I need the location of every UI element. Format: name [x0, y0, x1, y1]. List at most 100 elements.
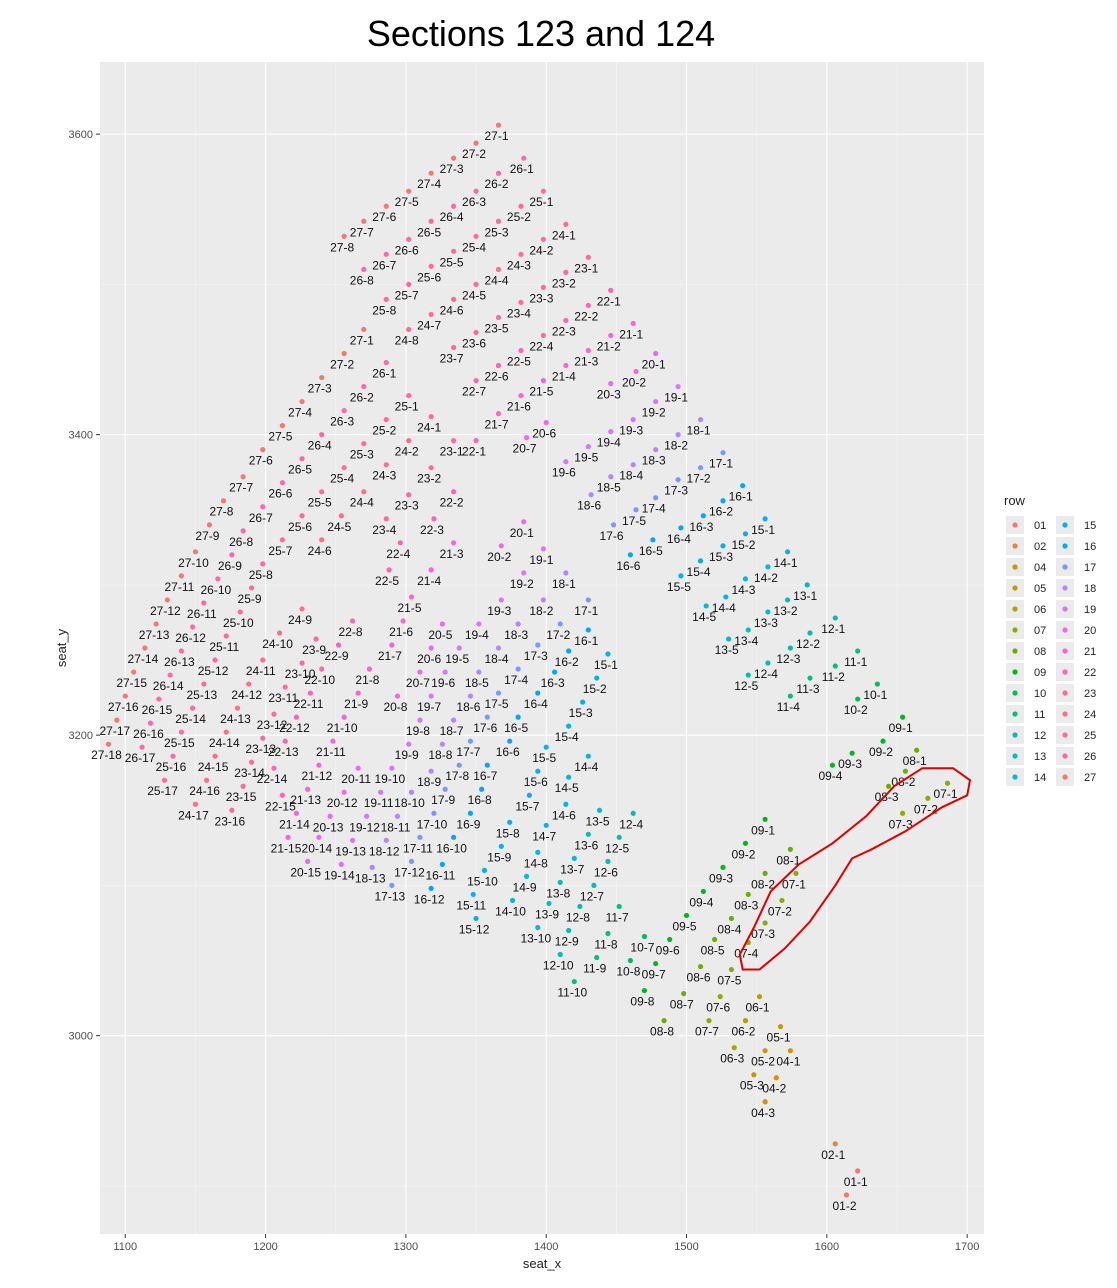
- seat-label: 25-3: [484, 225, 508, 239]
- seat-point: [476, 621, 482, 627]
- seat-label: 19-12: [349, 820, 380, 834]
- seat-label: 25-16: [156, 760, 187, 774]
- seat-point: [855, 696, 861, 702]
- seat-point: [299, 660, 305, 666]
- seat-label: 27-17: [99, 724, 130, 738]
- seat-label: 23-2: [417, 472, 441, 486]
- seat-point: [608, 429, 614, 435]
- seat-label: 24-11: [246, 664, 276, 678]
- seat-label: 16-6: [616, 559, 640, 573]
- seat-point: [473, 915, 479, 922]
- seat-point: [156, 696, 162, 702]
- seat-label: 26-3: [462, 195, 486, 209]
- seat-label: 11-3: [796, 682, 819, 696]
- legend-label: 21: [1084, 646, 1096, 658]
- seat-point: [451, 540, 457, 546]
- plot-panel: [100, 62, 984, 1234]
- seat-point: [742, 1018, 749, 1024]
- seat-label: 10-8: [616, 965, 640, 979]
- seat-point: [428, 768, 434, 774]
- seat-point: [543, 420, 549, 426]
- seat-point: [745, 627, 751, 633]
- seat-label: 27-8: [209, 505, 233, 519]
- seat-point: [319, 432, 325, 438]
- seat-label: 27-8: [330, 240, 354, 254]
- seat-label: 21-1: [619, 327, 643, 341]
- seat-label: 18-8: [428, 748, 452, 762]
- seat-label: 08-4: [717, 922, 741, 936]
- seat-point: [793, 870, 799, 876]
- seat-point: [914, 747, 920, 753]
- seat-label: 07-2: [768, 904, 792, 918]
- seat-point: [566, 927, 572, 934]
- x-axis: 1100 1200 1300 1400 1500 1600 1700: [113, 1234, 979, 1253]
- seat-label: 25-2: [372, 424, 396, 438]
- seat-point: [762, 816, 768, 822]
- x-tick-label: 1400: [534, 1241, 558, 1253]
- seat-label: 12-7: [580, 889, 604, 903]
- seat-label: 22-10: [304, 673, 335, 687]
- seat-label: 10-2: [844, 703, 868, 717]
- seat-point: [206, 522, 213, 528]
- seat-point: [566, 723, 572, 729]
- seat-label: 01-1: [844, 1175, 868, 1189]
- seat-point: [153, 621, 159, 627]
- seat-label: 09-4: [818, 769, 842, 783]
- seat-label: 05-3: [740, 1079, 764, 1093]
- seat-label: 15-2: [731, 538, 755, 552]
- legend-swatch: [1012, 774, 1018, 780]
- seat-label: 09-7: [642, 968, 666, 982]
- seat-label: 25-8: [372, 303, 396, 317]
- seat-point: [900, 810, 906, 816]
- seat-label: 22-2: [440, 496, 464, 510]
- seat-point: [585, 347, 591, 354]
- seat-label: 27-1: [484, 129, 508, 143]
- seat-label: 23-4: [507, 306, 531, 320]
- seat-point: [389, 882, 395, 889]
- seat-label: 16-4: [524, 697, 548, 711]
- seat-point: [307, 690, 314, 696]
- seat-label: 25-2: [507, 210, 531, 224]
- seat-label: 07-4: [734, 947, 758, 961]
- seat-label: 26-6: [395, 243, 419, 257]
- seat-label: 18-7: [440, 724, 464, 738]
- seat-label: 20-7: [406, 676, 430, 690]
- seat-label: 20-5: [428, 628, 452, 642]
- seat-label: 20-14: [302, 841, 333, 855]
- seat-point: [756, 993, 763, 1000]
- seat-point: [383, 251, 389, 257]
- seat-label: 24-6: [308, 544, 332, 558]
- seat-label: 27-9: [195, 529, 219, 543]
- seat-label: 14-1: [774, 556, 798, 570]
- seat-point: [521, 155, 527, 161]
- seat-point: [383, 359, 389, 366]
- seat-label: 20-11: [341, 772, 371, 786]
- seat-point: [341, 407, 347, 414]
- seat-point: [417, 717, 423, 723]
- legend-swatch: [1062, 690, 1068, 696]
- seat-label: 13-4: [734, 634, 758, 648]
- seat-label: 17-1: [709, 457, 733, 471]
- seat-label: 25-1: [395, 400, 419, 414]
- seat-label: 09-3: [838, 757, 862, 771]
- seat-point: [563, 801, 569, 807]
- seat-point: [552, 669, 558, 675]
- seat-point: [616, 834, 622, 840]
- seat-label: 22-5: [507, 354, 531, 368]
- seat-point: [509, 897, 516, 904]
- seat-label: 19-5: [574, 451, 598, 465]
- seat-point: [742, 531, 749, 537]
- seat-label: 20-1: [510, 526, 534, 540]
- seat-point: [361, 441, 367, 447]
- seat-point: [406, 188, 412, 194]
- seat-point: [742, 840, 749, 846]
- seat-label: 22-14: [257, 772, 288, 786]
- seat-point: [653, 398, 659, 405]
- seat-point: [546, 900, 552, 907]
- seat-point: [515, 714, 521, 720]
- seat-point: [327, 813, 333, 819]
- seat-label: 26-15: [142, 703, 173, 717]
- seat-label: 12-9: [555, 934, 579, 948]
- seat-label: 05-1: [767, 1031, 791, 1045]
- seat-label: 20-6: [532, 427, 556, 441]
